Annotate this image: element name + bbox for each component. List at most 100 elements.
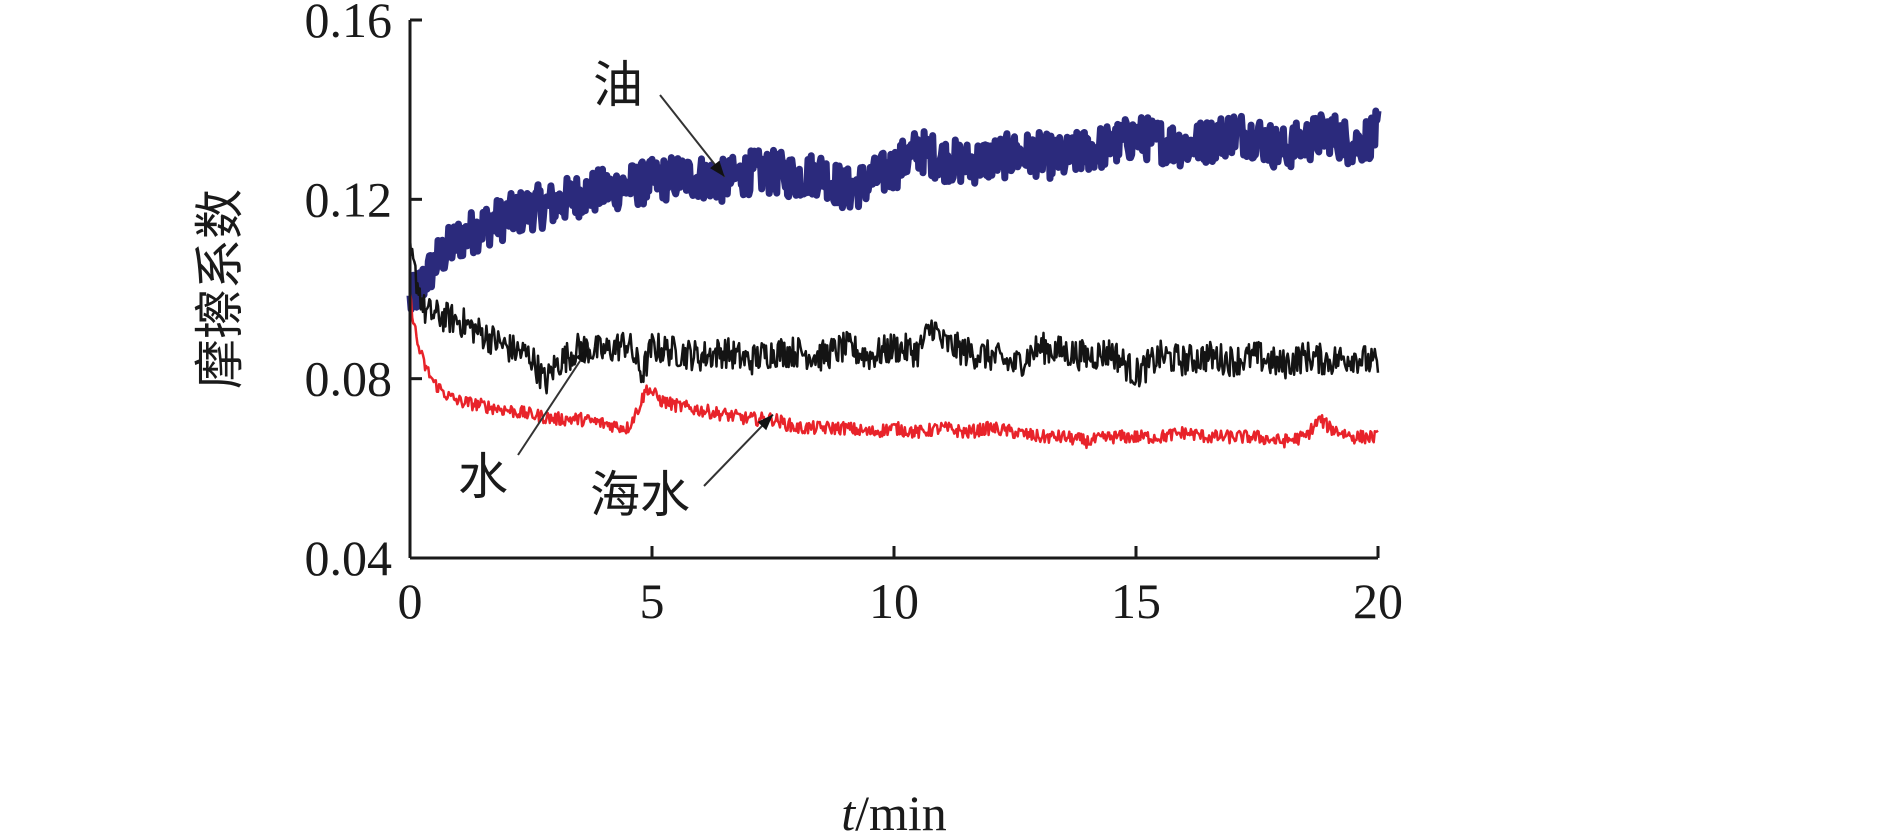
data-point	[555, 365, 556, 366]
data-point	[797, 428, 798, 429]
data-point	[1378, 365, 1379, 366]
data-point	[845, 190, 846, 191]
data-point	[1063, 159, 1064, 160]
data-point	[1281, 365, 1282, 366]
data-point	[845, 428, 846, 429]
data-point	[627, 342, 628, 343]
data-point	[482, 405, 483, 406]
data-point	[990, 159, 991, 160]
data-point	[724, 351, 725, 352]
data-point	[918, 150, 919, 151]
series-line	[408, 238, 1380, 395]
data-point	[1015, 365, 1016, 366]
annotation-arrowhead	[757, 414, 773, 431]
y-tick-label: 0.08	[305, 351, 393, 407]
data-point	[869, 181, 870, 182]
data-point	[1257, 356, 1258, 357]
data-point	[942, 342, 943, 343]
data-point	[918, 432, 919, 433]
data-point	[1329, 428, 1330, 429]
data-point	[1305, 141, 1306, 142]
data-point	[652, 347, 653, 348]
y-tick-label: 0.12	[305, 171, 393, 227]
data-point	[1087, 441, 1088, 442]
annotation-layer: 油水 海水	[458, 57, 774, 523]
data-point	[603, 351, 604, 352]
data-point	[894, 167, 895, 168]
x-axis-label-unit: /min	[855, 785, 947, 837]
data-point	[458, 320, 459, 321]
data-point	[417, 342, 418, 343]
series-oil	[406, 107, 1382, 313]
data-point	[1111, 145, 1112, 146]
data-point	[555, 203, 556, 204]
data-point	[1160, 141, 1161, 142]
data-point	[531, 208, 532, 209]
data-point	[966, 432, 967, 433]
data-point	[724, 181, 725, 182]
data-point	[424, 280, 425, 281]
data-point	[448, 396, 449, 397]
annotation-label: 海水	[590, 467, 690, 523]
data-point	[424, 311, 425, 312]
data-point	[1378, 436, 1379, 437]
ticks-layer: 0 5 10 15 20 0.04 0.08 0.12 0.16 t/min 摩擦系数	[192, 0, 1403, 837]
data-point	[1136, 374, 1137, 375]
data-point	[1378, 132, 1379, 133]
data-point	[1257, 136, 1258, 137]
x-tick-label: 20	[1353, 573, 1403, 629]
data-point	[676, 176, 677, 177]
data-point	[1281, 441, 1282, 442]
data-point	[821, 428, 822, 429]
x-tick-label: 10	[869, 573, 919, 629]
annotation-seawater: 海水	[590, 413, 774, 523]
data-point	[1353, 356, 1354, 357]
data-point	[1015, 154, 1016, 155]
data-point	[676, 405, 677, 406]
data-point	[1319, 419, 1320, 420]
data-point	[773, 351, 774, 352]
data-point	[1232, 132, 1233, 133]
data-point	[797, 176, 798, 177]
data-point	[1208, 436, 1209, 437]
series-line	[408, 292, 1379, 450]
data-point	[555, 419, 556, 420]
data-point	[506, 217, 507, 218]
data-point	[652, 181, 653, 182]
annotation-oil: 油	[593, 57, 726, 178]
data-point	[932, 324, 933, 325]
data-point	[990, 356, 991, 357]
series-layer	[406, 107, 1382, 450]
data-point	[661, 401, 662, 402]
data-point	[1208, 141, 1209, 142]
data-point	[676, 351, 677, 352]
x-axis-label: t/min	[841, 785, 947, 837]
data-point	[1305, 356, 1306, 357]
data-point	[773, 172, 774, 173]
data-point	[1039, 347, 1040, 348]
data-point	[603, 190, 604, 191]
data-point	[458, 239, 459, 240]
data-point	[439, 315, 440, 316]
y-tick-label: 0.04	[305, 530, 393, 586]
data-point	[458, 401, 459, 402]
data-point	[821, 172, 822, 173]
data-point	[1111, 436, 1112, 437]
data-point	[797, 351, 798, 352]
y-axis-label: 摩擦系数	[192, 189, 248, 389]
data-point	[748, 172, 749, 173]
data-point	[700, 176, 701, 177]
data-point	[579, 194, 580, 195]
data-point	[918, 351, 919, 352]
data-point	[579, 347, 580, 348]
data-point	[773, 419, 774, 420]
data-point	[990, 428, 991, 429]
data-point	[1305, 436, 1306, 437]
data-point	[482, 333, 483, 334]
data-point	[1039, 154, 1040, 155]
data-point	[942, 159, 943, 160]
data-point	[434, 383, 435, 384]
data-point	[531, 414, 532, 415]
data-point	[724, 414, 725, 415]
